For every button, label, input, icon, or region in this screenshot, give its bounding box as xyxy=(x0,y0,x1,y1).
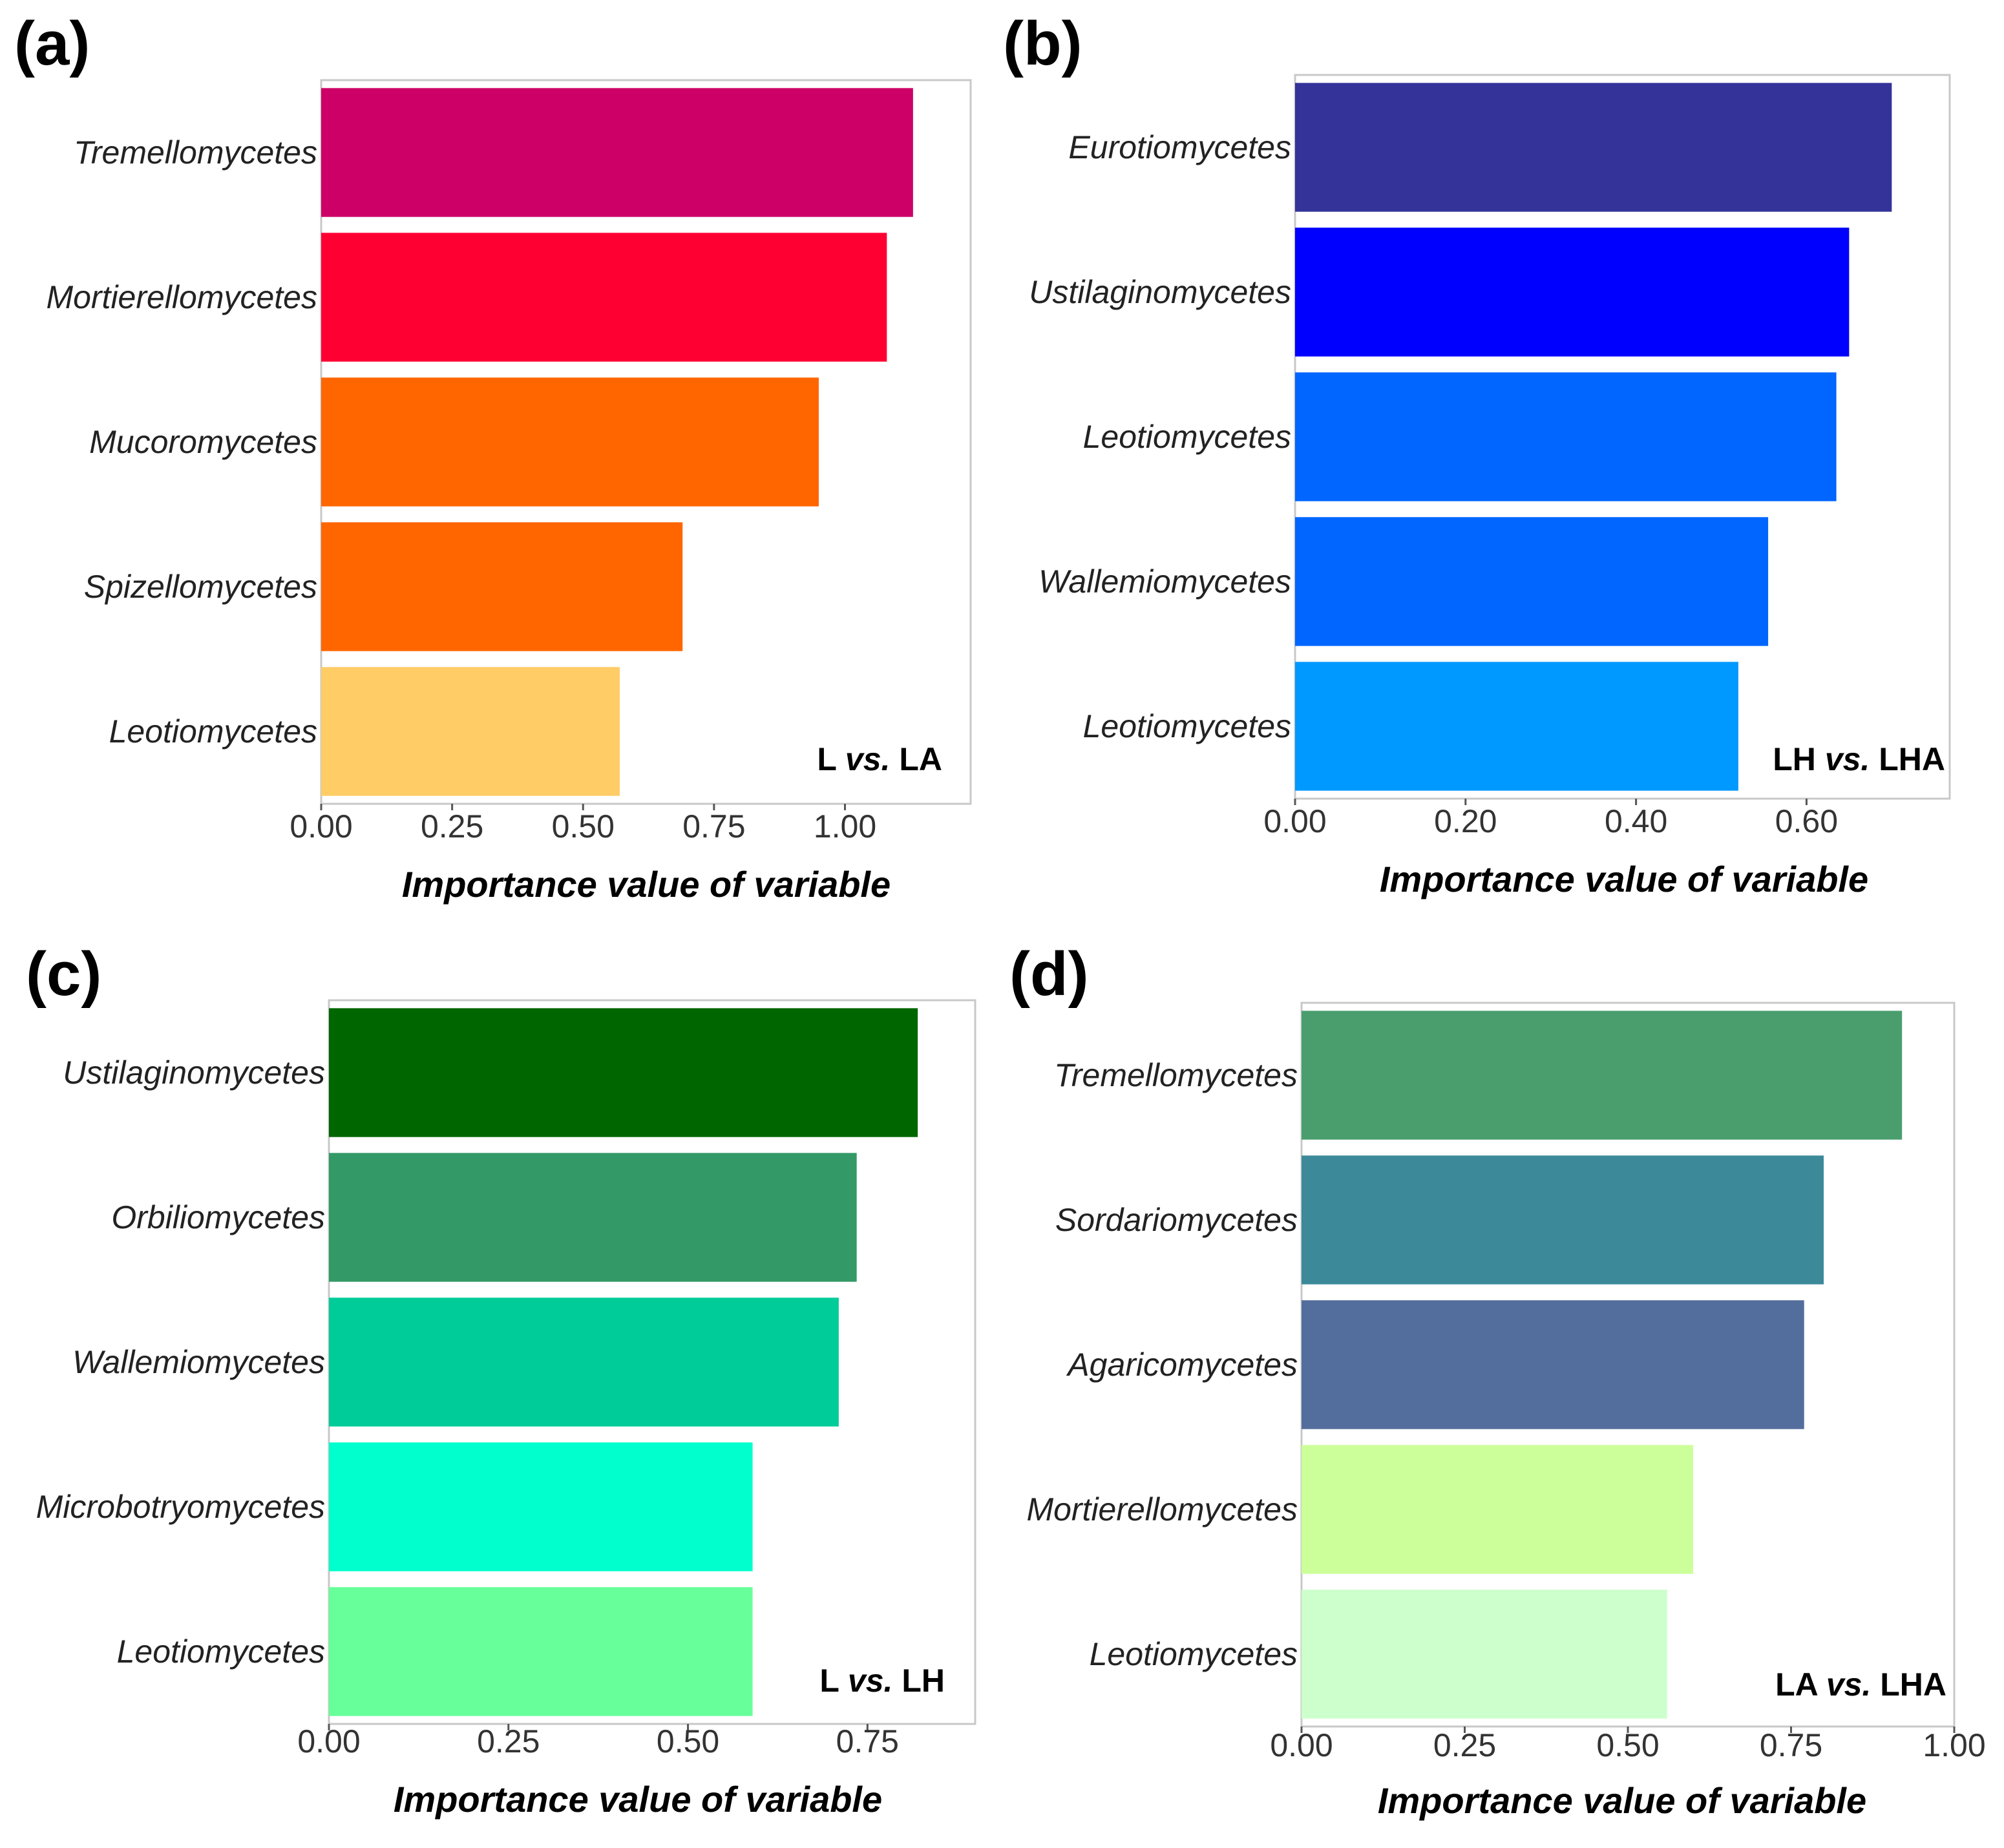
bar xyxy=(329,1442,753,1571)
panel-label: (a) xyxy=(14,9,90,78)
tick-label: 0.00 xyxy=(1263,803,1326,839)
comparison-space xyxy=(839,1663,848,1699)
category-label: Sordariomycetes xyxy=(1055,1202,1298,1238)
comparison-right: LHA xyxy=(1879,741,1945,777)
tick-label: 0.00 xyxy=(297,1723,360,1759)
comparison-label: LH vs. LHA xyxy=(1773,741,1945,777)
tick-label: 0.75 xyxy=(1760,1727,1822,1763)
category-label: Wallemiomycetes xyxy=(72,1344,325,1380)
category-label: Spizellomycetes xyxy=(84,569,317,605)
comparison-space xyxy=(1817,1666,1826,1703)
category-label: Leotiomycetes xyxy=(1083,708,1291,744)
bar xyxy=(1302,1011,1903,1140)
category-label: Leotiomycetes xyxy=(109,713,317,750)
x-axis-title: Importance value of variable xyxy=(1380,859,1868,899)
tick-label: 0.25 xyxy=(1433,1727,1496,1763)
category-label: Wallemiomycetes xyxy=(1039,563,1291,600)
bar xyxy=(1302,1300,1804,1429)
comparison-space xyxy=(836,741,845,777)
tick-label: 0.50 xyxy=(1596,1727,1659,1763)
tick-label: 0.25 xyxy=(421,808,483,845)
category-label: Leotiomycetes xyxy=(1083,419,1291,455)
category-label: Ustilaginomycetes xyxy=(63,1055,325,1091)
tick-label: 1.00 xyxy=(1923,1727,1985,1763)
bar xyxy=(329,1297,839,1427)
category-label: Leotiomycetes xyxy=(1090,1636,1298,1672)
bar xyxy=(321,522,683,651)
panel-b: (b) Eurotiomycetes Ustilaginomycetes Leotio… xyxy=(1003,9,1951,899)
comparison-space xyxy=(1870,741,1879,777)
category-label: Tremellomycetes xyxy=(1054,1057,1298,1093)
panel-a: (a) Tremellomycetes Mortierellomycetes Muco… xyxy=(14,9,972,905)
comparison-left: L xyxy=(817,741,836,777)
panel-d: (d) Tremellomycetes Sordariomycetes Agarico… xyxy=(1009,940,1986,1821)
tick-label: 0.00 xyxy=(1270,1727,1333,1763)
tick-label: 0.75 xyxy=(682,808,745,845)
tick-label: 0.50 xyxy=(552,808,615,845)
panel-c: (c) Ustilaginomycetes Orbiliomycetes Wallem… xyxy=(26,940,976,1820)
category-label: Microbotryomycetes xyxy=(36,1489,325,1525)
tick-label: 0.00 xyxy=(290,808,352,845)
bar xyxy=(321,667,620,796)
tick-label: 0.60 xyxy=(1775,803,1838,839)
comparison-label: L vs. LH xyxy=(819,1663,945,1699)
category-label: Mortierellomycetes xyxy=(1026,1491,1298,1528)
category-label: Agaricomycetes xyxy=(1066,1347,1298,1383)
bar xyxy=(1295,227,1850,357)
comparison-label: L vs. LA xyxy=(817,741,942,777)
comparison-vs: vs. xyxy=(845,741,891,777)
bar xyxy=(1295,662,1738,791)
comparison-right: LH xyxy=(902,1663,945,1699)
comparison-right: LHA xyxy=(1880,1666,1946,1703)
comparison-vs: vs. xyxy=(1826,1666,1872,1703)
comparison-vs: vs. xyxy=(1825,741,1870,777)
category-label: Mortierellomycetes xyxy=(46,279,317,315)
category-label: Orbiliomycetes xyxy=(111,1199,325,1235)
x-axis-title: Importance value of variable xyxy=(1378,1780,1866,1821)
comparison-space xyxy=(890,741,899,777)
bar xyxy=(1295,517,1769,646)
bar xyxy=(321,88,913,217)
category-label: Ustilaginomycetes xyxy=(1029,274,1291,310)
tick-label: 0.75 xyxy=(836,1723,899,1759)
panel-label: (d) xyxy=(1009,940,1089,1009)
x-axis-title: Importance value of variable xyxy=(402,864,891,905)
comparison-right: LA xyxy=(899,741,942,777)
panel-label: (c) xyxy=(26,940,101,1009)
bar xyxy=(329,1587,753,1716)
comparison-label: LA vs. LHA xyxy=(1775,1666,1946,1703)
tick-label: 0.20 xyxy=(1434,803,1497,839)
x-axis-title: Importance value of variable xyxy=(394,1779,882,1820)
tick-label: 0.50 xyxy=(657,1723,719,1759)
bar xyxy=(329,1008,918,1137)
panel-label: (b) xyxy=(1003,9,1082,78)
category-label: Leotiomycetes xyxy=(117,1633,325,1670)
comparison-space xyxy=(892,1663,902,1699)
tick-label: 1.00 xyxy=(814,808,876,845)
category-label: Tremellomycetes xyxy=(74,134,317,171)
comparison-space xyxy=(1816,741,1825,777)
tick-label: 0.25 xyxy=(477,1723,540,1759)
bar xyxy=(321,233,887,362)
bar xyxy=(321,377,819,507)
comparison-vs: vs. xyxy=(848,1663,893,1699)
bar xyxy=(1302,1590,1667,1719)
bar xyxy=(1302,1445,1693,1574)
category-label: Mucoromycetes xyxy=(89,424,317,460)
bar xyxy=(1295,83,1892,212)
bar xyxy=(1295,372,1837,501)
category-label: Eurotiomycetes xyxy=(1068,129,1291,165)
comparison-left: LA xyxy=(1775,1666,1818,1703)
bar xyxy=(1302,1155,1824,1285)
comparison-left: LH xyxy=(1773,741,1816,777)
tick-label: 0.40 xyxy=(1605,803,1667,839)
comparison-left: L xyxy=(819,1663,839,1699)
bar xyxy=(329,1153,857,1282)
comparison-space xyxy=(1871,1666,1880,1703)
